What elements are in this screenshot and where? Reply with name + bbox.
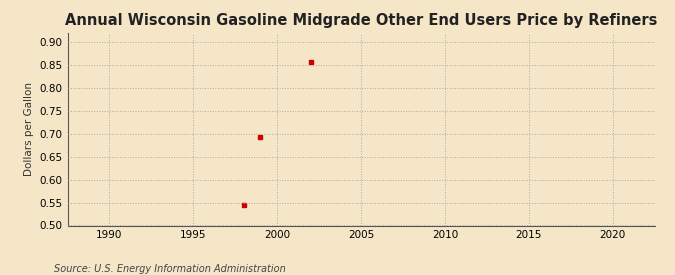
Y-axis label: Dollars per Gallon: Dollars per Gallon	[24, 82, 34, 176]
Title: Annual Wisconsin Gasoline Midgrade Other End Users Price by Refiners: Annual Wisconsin Gasoline Midgrade Other…	[65, 13, 657, 28]
Text: Source: U.S. Energy Information Administration: Source: U.S. Energy Information Administ…	[54, 264, 286, 274]
